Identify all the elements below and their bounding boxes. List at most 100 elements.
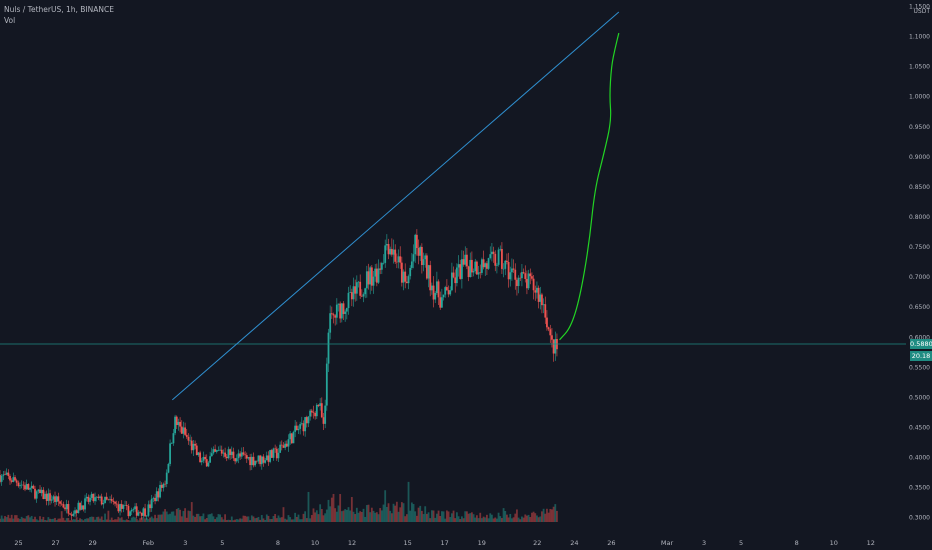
price-axis[interactable]: 0.3000 0.3500 0.4000 0.4500 0.5000 0.5500 0.60… (906, 0, 932, 550)
volume-bar (405, 514, 408, 522)
time-tick-label: 26 (607, 539, 615, 547)
volume-bar (294, 512, 297, 522)
volume-bar (159, 514, 161, 522)
candle-body (506, 260, 508, 263)
volume-bar (169, 513, 171, 522)
volume-bar (315, 510, 318, 522)
volume-bar (257, 516, 260, 522)
candle-body (184, 427, 186, 435)
candle-body (509, 272, 512, 280)
volume-bar (501, 518, 503, 522)
candle-body (189, 440, 191, 442)
volume-bar (384, 490, 387, 522)
volume-bar (289, 517, 292, 522)
volume-bar (404, 516, 407, 522)
volume-bar (347, 507, 350, 522)
volume-bar (429, 518, 432, 522)
candle-body (452, 272, 455, 278)
symbol-title[interactable]: Nuls / TetherUS, 1h, BINANCE (4, 5, 114, 14)
price-tick-label: 0.8000 (909, 214, 930, 221)
volume-bar (399, 507, 402, 522)
volume-bar (419, 505, 422, 522)
volume-bar (445, 510, 448, 522)
volume-bar (497, 512, 500, 522)
candle-body (4, 474, 6, 476)
candle-body (320, 403, 323, 418)
volume-bar (267, 515, 270, 522)
candle-body (20, 484, 23, 486)
candle-body (380, 263, 383, 270)
candle-body (437, 281, 440, 298)
price-tick-label: 0.6500 (909, 304, 930, 311)
volume-bar (189, 511, 191, 522)
volume-bar (374, 512, 377, 522)
candle-body (529, 273, 532, 277)
volume-bar (362, 508, 365, 522)
volume-bar (114, 519, 116, 522)
candle-body (85, 496, 88, 499)
volume-bar (499, 516, 502, 522)
candle-body (19, 485, 21, 487)
volume-bar (187, 510, 190, 522)
volume-bar (139, 518, 141, 522)
candle-body (70, 514, 73, 516)
candle-body (489, 254, 492, 259)
volume-bar (232, 520, 235, 522)
volume-bar (22, 518, 25, 522)
projection-curve[interactable] (559, 32, 620, 341)
volume-bar (430, 510, 433, 522)
candle-body (392, 249, 395, 255)
volume-bar (224, 514, 227, 522)
volume-bar (292, 519, 295, 522)
candle-body (460, 259, 463, 279)
volume-bar (269, 518, 272, 522)
candle-body (442, 294, 445, 298)
candle-body (522, 272, 525, 274)
volume-bar (99, 518, 101, 522)
candle-body (467, 266, 470, 278)
candle-body (164, 483, 166, 485)
volume-bar (242, 515, 245, 522)
volume-bar (489, 513, 492, 522)
volume-bar (479, 512, 482, 522)
candle-body (501, 248, 503, 269)
volume-bar (129, 520, 131, 522)
candle-body (340, 303, 343, 319)
candle-body (50, 499, 53, 501)
candle-body (200, 460, 203, 463)
volume-bar (67, 517, 70, 522)
volume-bar (145, 518, 148, 522)
candle-body (255, 460, 258, 462)
volume-bar (180, 516, 183, 522)
volume-bar (324, 513, 327, 522)
volume-bar (57, 518, 60, 522)
volume-bar (249, 520, 252, 522)
candle-body (355, 282, 358, 294)
volume-bar (49, 518, 51, 522)
volume-indicator-label[interactable]: Vol (4, 16, 16, 25)
volume-bar (379, 508, 382, 522)
volume-bar (335, 511, 338, 522)
volume-bar (92, 516, 95, 522)
volume-bar (427, 512, 430, 522)
candle-body (265, 455, 268, 461)
candle-body (27, 484, 30, 490)
volume-bar (12, 518, 15, 522)
volume-bar (304, 511, 307, 522)
time-axis[interactable]: 25 27 29 Feb 3 5 8 10 12 15 17 19 22 24 26 Mar 3 5 8 10 12 (0, 522, 932, 550)
candle-body (225, 456, 228, 459)
candle-body (516, 279, 518, 287)
time-tick-label: Mar (661, 539, 674, 547)
candle-body (410, 261, 413, 268)
candle-body (5, 472, 8, 475)
volume-bar (377, 514, 380, 522)
volume-bar (425, 513, 428, 522)
candle-body (172, 433, 175, 444)
volume-bar (89, 516, 91, 522)
trend-line[interactable] (171, 11, 620, 401)
volume-bar (472, 514, 475, 522)
candle-body (539, 294, 542, 302)
volume-bar (512, 517, 515, 522)
candle-body (385, 244, 388, 246)
